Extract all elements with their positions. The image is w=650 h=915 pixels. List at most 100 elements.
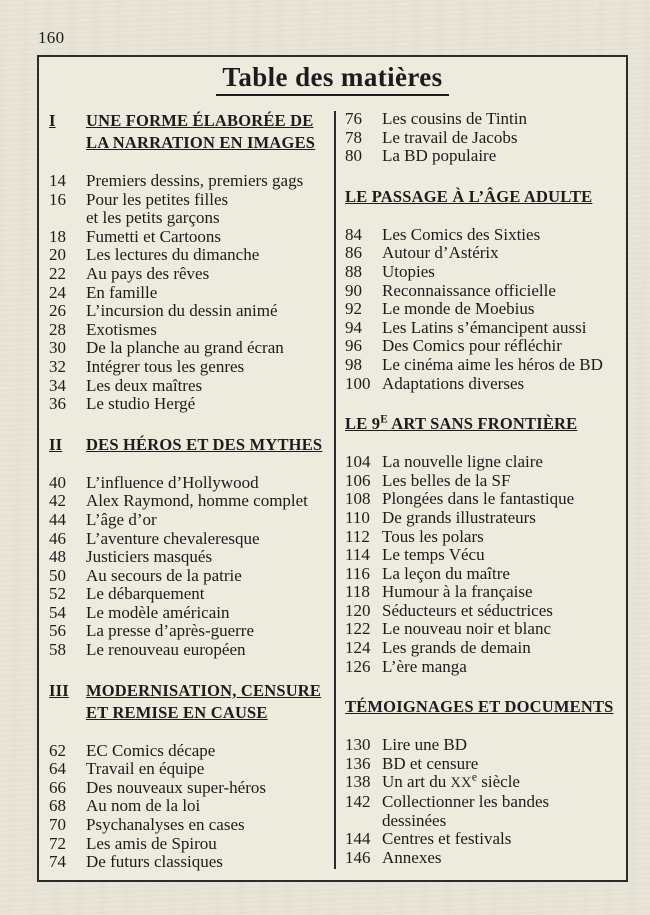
toc-entry: 92 Le monde de Moebius xyxy=(345,300,621,319)
entry-page-number: 22 xyxy=(49,263,66,283)
toc-entry: 90 Reconnaissance officielle xyxy=(345,281,621,301)
toc-entry: 100 Adaptations diverses xyxy=(345,373,621,394)
text-segment: Un art du xyxy=(382,772,451,792)
entry-page-number: 114 xyxy=(345,545,370,565)
entry-label: Adaptations diverses xyxy=(382,373,525,393)
entry-label: La presse d’après-guerre xyxy=(86,621,255,641)
entry-page-number: 66 xyxy=(49,777,66,797)
entry-page-number: 94 xyxy=(345,317,362,337)
entry-page-number: 122 xyxy=(345,619,371,639)
entry-page-number: 72 xyxy=(49,833,66,853)
entry-page-number: 76 xyxy=(345,109,362,128)
toc-section: 76 Les cousins de Tintin 78 Le travail de J… xyxy=(345,109,621,166)
entry-page-number: 46 xyxy=(49,528,66,548)
section-heading-text: UNE FORME ÉLABORÉE DE LA NARRATION EN IMA… xyxy=(86,110,329,154)
entry-label: Les Comics des Sixties xyxy=(382,224,541,244)
toc-entry: 96 Des Comics pour réfléchir xyxy=(345,337,621,356)
toc-section: TÉMOIGNAGES ET DOCUMENTS 130 Lire une BD 13… xyxy=(345,696,621,867)
entry-page-number: 44 xyxy=(49,509,66,529)
entry-label: L’influence d’Hollywood xyxy=(86,472,259,492)
toc-entry: 58 Le renouveau européen xyxy=(49,640,329,660)
entry-page-number: 18 xyxy=(49,226,66,246)
entry-page-number: 50 xyxy=(49,565,66,585)
entry-label: Le renouveau européen xyxy=(86,640,246,660)
section-numeral: III xyxy=(49,680,86,724)
toc-entry: 84 Les Comics des Sixties xyxy=(345,224,621,245)
toc-entry: 88 Utopies xyxy=(345,262,621,282)
section-heading-text: LE 9E ART SANS FRONTIÈRE xyxy=(345,413,621,435)
entry-label: Tous les polars xyxy=(382,526,484,546)
section-heading: LE PASSAGE À L’ÂGE ADULTE xyxy=(345,186,621,208)
entry-label: Les cousins de Tintin xyxy=(382,109,527,128)
entry-page-number: 64 xyxy=(49,759,66,779)
section-heading: LE 9E ART SANS FRONTIÈRE xyxy=(345,413,621,435)
entry-page-number: 68 xyxy=(49,796,66,816)
entry-page-number: 58 xyxy=(49,640,66,660)
entry-label: Collectionner les bandes dessinées xyxy=(382,792,621,830)
entry-label: BD et censure xyxy=(382,753,479,773)
toc-entry: 72 Les amis de Spirou xyxy=(49,833,329,854)
entry-label: L’aventure chevaleresque xyxy=(86,528,260,548)
entry-page-number: 16 xyxy=(49,189,66,209)
toc-entry: 108 Plongées dans le fantastique xyxy=(345,490,621,509)
entry-page-number: 48 xyxy=(49,547,66,567)
text-segment: LE 9 xyxy=(345,414,381,434)
toc-entry: 124 Les grands de demain xyxy=(345,638,621,658)
section-heading: I UNE FORME ÉLABORÉE DE LA NARRATION EN IM… xyxy=(49,110,329,154)
text-segment: E xyxy=(380,413,388,426)
toc-entry: 20 Les lectures du dimanche xyxy=(49,246,329,265)
toc-entry: 76 Les cousins de Tintin xyxy=(345,109,621,129)
section-heading-text: DES HÉROS ET DES MYTHES xyxy=(86,434,329,456)
toc-entry: 106 Les belles de la SF xyxy=(345,471,621,491)
toc-entry: 116 La leçon du maître xyxy=(345,563,621,584)
entry-page-number: 70 xyxy=(49,815,66,835)
toc-entry: 112 Tous les polars xyxy=(345,526,621,547)
text-segment: siècle xyxy=(477,772,520,792)
section-heading-line: LE 9E ART SANS FRONTIÈRE xyxy=(345,413,621,435)
entry-page-number: 110 xyxy=(345,507,370,527)
section-heading-line: MODERNISATION, CENSURE xyxy=(86,680,322,700)
entry-page-number: 112 xyxy=(345,526,370,546)
entry-page-number: 120 xyxy=(345,600,371,620)
entry-page-number: 56 xyxy=(49,621,66,641)
section-heading-line: DES HÉROS ET DES MYTHES xyxy=(86,434,323,454)
section-heading-line: LE PASSAGE À L’ÂGE ADULTE xyxy=(345,186,593,206)
entry-page-number: 42 xyxy=(49,491,66,511)
entry-label: Alex Raymond, homme complet xyxy=(86,491,308,511)
toc-section: II DES HÉROS ET DES MYTHES 40 L’influence d… xyxy=(49,434,329,660)
entry-label: Lire une BD xyxy=(382,735,467,755)
entry-page-number: 116 xyxy=(345,563,370,583)
entry-label: En famille xyxy=(86,282,158,302)
section-heading: II DES HÉROS ET DES MYTHES xyxy=(49,434,329,456)
entry-page-number: 146 xyxy=(345,847,371,867)
entry-label: Travail en équipe xyxy=(86,759,205,779)
entry-page-number: 24 xyxy=(49,282,66,302)
entry-page-number: 32 xyxy=(49,356,66,376)
toc-column-1: I UNE FORME ÉLABORÉE DE LA NARRATION EN IM… xyxy=(49,110,329,872)
toc-entry: 36 Le studio Hergé xyxy=(49,395,329,414)
toc-section: LE PASSAGE À L’ÂGE ADULTE 84 Les Comics de… xyxy=(345,186,621,393)
entry-label: La nouvelle ligne claire xyxy=(382,452,543,472)
toc-entry: 86 Autour d’Astérix xyxy=(345,244,621,263)
toc-entry: 144 Centres et festivals xyxy=(345,830,621,849)
entry-page-number: 86 xyxy=(345,243,362,263)
entry-label: Au secours de la patrie xyxy=(86,565,242,585)
entry-label: Des nouveaux super-héros xyxy=(86,777,266,797)
entry-label: La BD populaire xyxy=(382,146,497,166)
entry-label: Le nouveau noir et blanc xyxy=(382,619,551,639)
entry-label: La leçon du maître xyxy=(382,563,510,583)
entry-label: Un art du XXe siècle xyxy=(382,772,621,793)
entry-label: Séducteurs et séductrices xyxy=(382,600,553,620)
toc-entry: 78 Le travail de Jacobs xyxy=(345,128,621,148)
entry-page-number: 130 xyxy=(345,735,371,755)
toc-entry: 146 Annexes xyxy=(345,847,621,868)
toc-entry: 118 Humour à la française xyxy=(345,583,621,602)
section-heading-line: UNE FORME ÉLABORÉE DE xyxy=(86,111,314,130)
toc-entry: 22 Au pays des rêves xyxy=(49,263,329,284)
entry-page-number: 40 xyxy=(49,472,66,492)
page-title-wrap: Table des matières xyxy=(39,62,626,108)
entry-label: Le cinéma aime les héros de BD xyxy=(382,354,603,374)
entry-label: L’âge d’or xyxy=(86,509,157,529)
entry-page-number: 124 xyxy=(345,638,371,658)
entry-label: Les Latins s’émancipent aussi xyxy=(382,317,587,337)
